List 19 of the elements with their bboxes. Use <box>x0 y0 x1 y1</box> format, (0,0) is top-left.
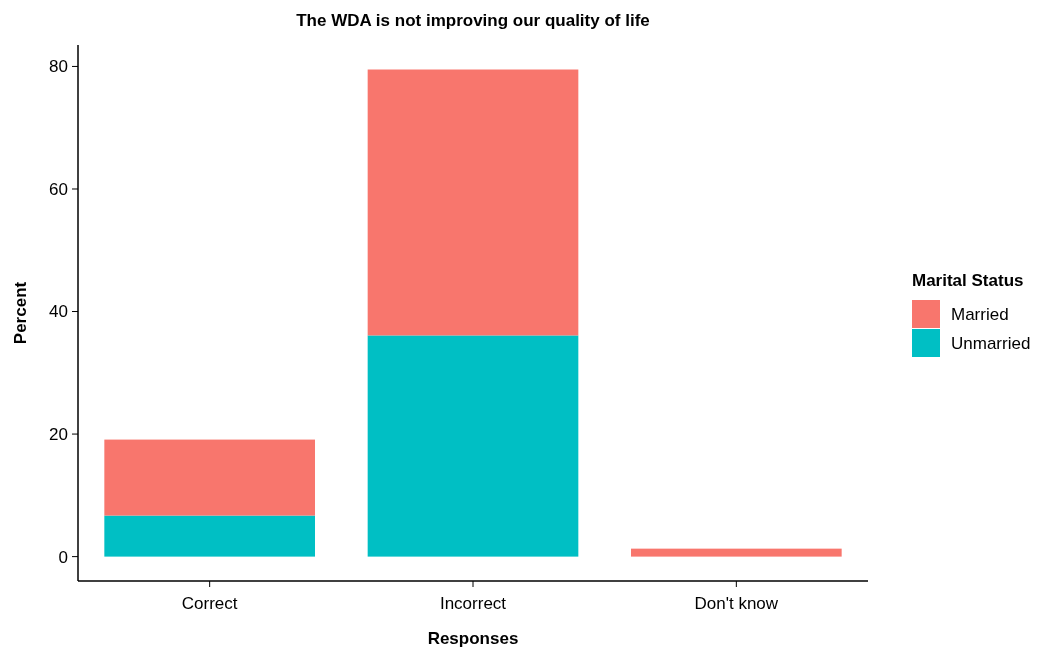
x-tick-label: Correct <box>181 594 238 613</box>
bar <box>104 515 315 557</box>
legend-label: Unmarried <box>951 333 1031 353</box>
y-tick-label: 60 <box>49 179 68 199</box>
y-tick-label: 80 <box>49 57 68 77</box>
bar <box>631 548 842 557</box>
legend-label: Married <box>951 304 1009 324</box>
x-tick-label: Don't know <box>694 594 779 613</box>
y-tick-label: 20 <box>49 425 68 445</box>
bar <box>104 439 315 516</box>
y-axis-title: Percent <box>11 281 30 345</box>
legend-title: Marital Status <box>912 271 1024 290</box>
y-tick-label: 40 <box>49 302 68 322</box>
bar <box>367 69 579 336</box>
bar <box>367 335 579 557</box>
chart-title: The WDA is not improving our quality of life <box>296 11 650 30</box>
x-tick-label: Incorrect <box>439 594 507 613</box>
x-axis-title: Responses <box>427 629 519 648</box>
y-tick-label: 0 <box>58 547 68 567</box>
